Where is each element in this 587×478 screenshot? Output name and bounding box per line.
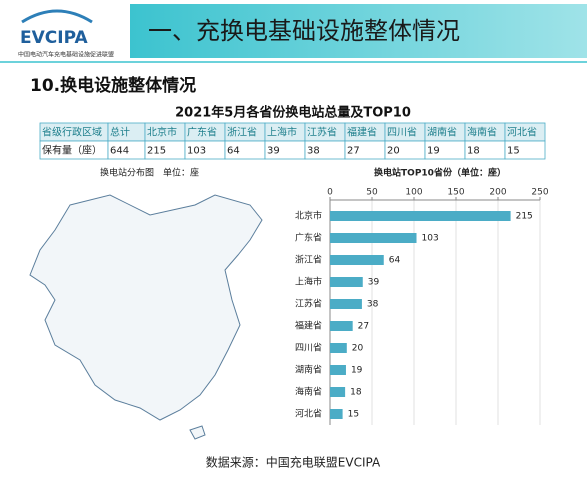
x-tick-label: 250 <box>531 188 548 198</box>
table-cell-text: 103 <box>187 146 206 157</box>
table-cell-text: 20 <box>387 146 400 157</box>
bar <box>330 321 353 331</box>
bar <box>330 255 384 265</box>
value-label: 27 <box>358 322 369 332</box>
x-tick-label: 50 <box>366 188 378 198</box>
y-tick-label: 北京市 <box>295 210 322 222</box>
value-label: 39 <box>368 278 380 288</box>
value-label: 19 <box>351 366 363 376</box>
table-cell-text: 18 <box>467 146 480 157</box>
y-tick-label: 上海市 <box>295 276 322 288</box>
y-tick-label: 广东省 <box>295 232 322 244</box>
table-cell-text: 浙江省 <box>227 126 257 139</box>
bar <box>330 233 417 243</box>
bar-chart: 换电站TOP10省份（单位：座） 0 50 100 150 200 250 北京市 215 广东省… <box>295 167 549 425</box>
table-cell-text: 215 <box>147 146 166 157</box>
table-cell-text: 福建省 <box>347 126 377 139</box>
map-island <box>189 425 206 440</box>
main-title: 2021年5月各省份换电站总量及TOP10 <box>175 105 411 121</box>
logo-text: EVCIPA <box>20 28 88 48</box>
y-tick-label: 湖南省 <box>295 364 322 376</box>
value-label: 215 <box>516 212 533 222</box>
table-cell-text: 省级行政区域 <box>42 126 102 139</box>
table-cell-text: 河北省 <box>507 126 537 139</box>
table-cell-text: 上海市 <box>267 126 297 139</box>
map-outline <box>29 194 263 421</box>
bar <box>330 387 346 397</box>
section-title: 10.换电设施整体情况 <box>30 75 196 96</box>
header-title: 一、充换电基础设施整体情况 <box>148 17 460 45</box>
table-cell-text: 广东省 <box>187 126 217 139</box>
y-tick-label: 江苏省 <box>295 298 322 310</box>
chart-title: 换电站TOP10省份（单位：座） <box>374 167 506 179</box>
table-cell-text: 湖南省 <box>427 126 457 139</box>
value-label: 38 <box>367 300 379 310</box>
table-cell-text: 64 <box>227 146 240 157</box>
x-tick-label: 150 <box>447 188 464 198</box>
bar <box>330 365 346 375</box>
bar <box>330 343 347 353</box>
table-cell-text: 19 <box>427 146 440 157</box>
logo-arc <box>21 9 93 24</box>
value-label: 103 <box>422 234 439 244</box>
bar <box>330 299 362 309</box>
table-cell-text: 38 <box>307 146 320 157</box>
bar <box>330 277 363 287</box>
value-label: 20 <box>352 344 364 354</box>
table-cell-text: 15 <box>507 146 520 157</box>
bar <box>330 211 511 221</box>
x-tick-label: 200 <box>489 188 506 198</box>
map-title: 换电站分布图 单位：座 <box>100 167 199 179</box>
logo-subtitle: 中国电动汽车充电基础设施促进联盟 <box>18 51 114 59</box>
table-cell-text: 海南省 <box>467 126 497 139</box>
table-cell-text: 江苏省 <box>307 126 337 139</box>
table-cell-text: 总计 <box>110 126 130 139</box>
table-cell-text: 北京市 <box>147 126 177 139</box>
y-tick-label: 四川省 <box>295 342 322 354</box>
bar <box>330 409 343 419</box>
y-tick-label: 河北省 <box>295 408 322 420</box>
y-tick-label: 浙江省 <box>295 254 322 266</box>
y-tick-label: 福建省 <box>295 320 322 332</box>
table-cell-text: 保有量（座） <box>42 144 102 157</box>
table-cell-text: 四川省 <box>387 126 417 139</box>
source: 数据来源：中国充电联盟EVCIPA <box>206 455 381 470</box>
table: 省级行政区域 总计 北京市 广东省 浙江省 上海市 江苏省 福建省 四川省 湖南省 海南省 河北省保有… <box>39 122 546 160</box>
table-cell-text: 39 <box>267 146 280 157</box>
value-label: 64 <box>389 256 401 266</box>
table-cell-text: 644 <box>110 146 129 157</box>
table-cell-text: 27 <box>347 146 360 157</box>
header-band <box>130 4 587 58</box>
x-tick-label: 0 <box>327 188 333 198</box>
y-tick-label: 海南省 <box>295 386 322 398</box>
table-cell <box>504 140 546 160</box>
value-label: 18 <box>350 388 362 398</box>
value-label: 15 <box>348 410 359 420</box>
x-tick-label: 100 <box>405 188 422 198</box>
